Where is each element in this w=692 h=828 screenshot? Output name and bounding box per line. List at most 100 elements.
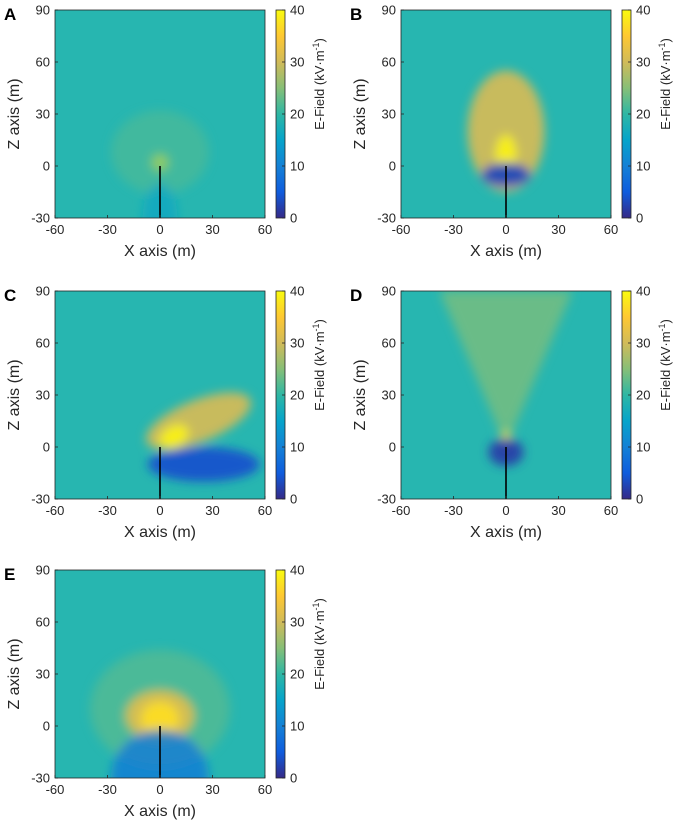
y-tick-label: 30 — [36, 667, 50, 682]
colorbar-tick-label: 0 — [290, 211, 297, 226]
x-axis-label: X axis (m) — [124, 243, 196, 260]
x-tick-label: -30 — [98, 503, 117, 518]
panel-b: -60 -30 0 30 60 -30 0 30 60 90 X axis (m) Z axis (m… — [346, 0, 676, 268]
colorbar-tick-label: 40 — [290, 284, 304, 299]
x-tick-label: -60 — [392, 503, 411, 518]
x-tick-label: -60 — [392, 222, 411, 237]
x-tick-label: 0 — [502, 222, 509, 237]
x-axis-label: X axis (m) — [124, 524, 196, 541]
field-halo — [111, 110, 209, 194]
colorbar-tick-label: 30 — [290, 55, 304, 70]
y-tick-label: -30 — [377, 492, 396, 507]
y-tick-label: 30 — [36, 107, 50, 122]
x-tick-label: 60 — [258, 503, 272, 518]
y-tick-label: 60 — [36, 615, 50, 630]
x-tick-label: 0 — [502, 503, 509, 518]
y-tick-label: 60 — [36, 55, 50, 70]
panel-a: -60 -30 0 30 60 -30 0 30 60 90 X axis (m) Z axis (m… — [0, 0, 330, 268]
x-tick-label: 30 — [205, 503, 219, 518]
x-tick-label: 0 — [156, 503, 163, 518]
colorbar-tick-label: 40 — [290, 3, 304, 18]
colorbar-tick-label: 20 — [636, 388, 650, 403]
x-tick-label: 30 — [551, 222, 565, 237]
field-lowpool — [147, 447, 260, 482]
y-tick-label: 0 — [43, 159, 50, 174]
colorbar-label: E-Field (kV·m-1) — [311, 598, 327, 690]
x-tick-label: 30 — [205, 782, 219, 797]
x-tick-label: 60 — [258, 782, 272, 797]
x-axis-label: X axis (m) — [124, 803, 196, 820]
colorbar-tick-label: 10 — [636, 159, 650, 174]
colorbar-tick-label: 10 — [636, 440, 650, 455]
x-tick-label: -60 — [46, 782, 65, 797]
colorbar-tick-label: 40 — [636, 3, 650, 18]
panel-d: -60 -30 0 30 60 -30 0 30 60 90 X axis (m) Z axis (m… — [346, 281, 676, 549]
panel-e: -60 -30 0 30 60 -30 0 30 60 90 X axis (m) Z axis (m… — [0, 560, 330, 828]
x-tick-label: 60 — [604, 222, 618, 237]
y-tick-label: 0 — [389, 159, 396, 174]
panel-c: -60 -30 0 30 60 -30 0 30 60 90 X axis (m) Z axis (m… — [0, 281, 330, 549]
x-tick-label: -30 — [444, 503, 463, 518]
colorbar-tick-label: 10 — [290, 719, 304, 734]
colorbar-tick-label: 20 — [290, 388, 304, 403]
colorbar-label: E-Field (kV·m-1) — [311, 319, 327, 411]
y-axis-label: Z axis (m) — [352, 78, 369, 149]
y-tick-label: 60 — [36, 336, 50, 351]
field-hotspot — [140, 701, 180, 737]
colorbar-label: E-Field (kV·m-1) — [657, 38, 673, 130]
x-tick-label: 30 — [205, 222, 219, 237]
y-tick-label: -30 — [31, 492, 50, 507]
colorbar-tick-label: 0 — [290, 771, 297, 786]
panel-letter: B — [350, 5, 362, 24]
y-tick-label: -30 — [377, 211, 396, 226]
colorbar-tick-label: 20 — [636, 107, 650, 122]
x-tick-label: 60 — [258, 222, 272, 237]
y-tick-label: 90 — [36, 563, 50, 578]
x-tick-label: 30 — [551, 503, 565, 518]
x-axis-label: X axis (m) — [470, 243, 542, 260]
y-tick-label: 30 — [382, 107, 396, 122]
panel-letter: E — [4, 565, 15, 584]
colorbar-label: E-Field (kV·m-1) — [657, 319, 673, 411]
field-plume — [467, 70, 545, 192]
y-tick-label: 30 — [36, 388, 50, 403]
y-tick-label: 90 — [36, 284, 50, 299]
y-axis-label: Z axis (m) — [6, 78, 23, 149]
x-tick-label: 60 — [604, 503, 618, 518]
colorbar-tick-label: 30 — [290, 336, 304, 351]
y-axis-label: Z axis (m) — [352, 359, 369, 430]
x-tick-label: -60 — [46, 503, 65, 518]
field-cone — [439, 291, 573, 447]
y-tick-label: -30 — [31, 771, 50, 786]
y-axis-label: Z axis (m) — [6, 359, 23, 430]
y-tick-label: 0 — [389, 440, 396, 455]
x-tick-label: 0 — [156, 222, 163, 237]
y-tick-label: 60 — [382, 55, 396, 70]
y-tick-label: 0 — [43, 719, 50, 734]
colorbar-tick-label: 30 — [636, 55, 650, 70]
x-axis-label: X axis (m) — [470, 524, 542, 541]
colorbar-tick-label: 10 — [290, 440, 304, 455]
y-tick-label: 90 — [382, 284, 396, 299]
panel-letter: C — [4, 286, 16, 305]
colorbar-tick-label: 40 — [636, 284, 650, 299]
colorbar-tick-label: 0 — [636, 211, 643, 226]
y-tick-label: 30 — [382, 388, 396, 403]
colorbar-tick-label: 30 — [290, 615, 304, 630]
panel-letter: A — [4, 5, 16, 24]
colorbar-tick-label: 30 — [636, 336, 650, 351]
panel-letter: D — [350, 286, 362, 305]
colorbar-tick-label: 10 — [290, 159, 304, 174]
y-tick-label: -30 — [31, 211, 50, 226]
y-tick-label: 60 — [382, 336, 396, 351]
y-axis-label: Z axis (m) — [6, 638, 23, 709]
colorbar-tick-label: 40 — [290, 563, 304, 578]
x-tick-label: -30 — [98, 222, 117, 237]
colorbar-tick-label: 20 — [290, 107, 304, 122]
y-tick-label: 90 — [36, 3, 50, 18]
